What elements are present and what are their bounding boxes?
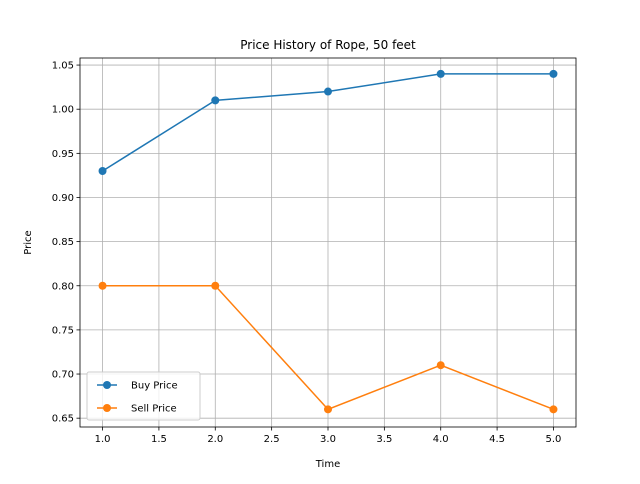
y-tick-label: 0.65	[52, 414, 74, 425]
x-tick-label: 3.0	[320, 434, 336, 445]
y-tick-label: 0.70	[52, 370, 74, 381]
x-tick-label: 2.0	[207, 434, 223, 445]
y-tick-label: 0.85	[52, 237, 74, 248]
data-point	[436, 361, 445, 370]
legend-marker	[103, 404, 111, 412]
data-point	[549, 69, 558, 78]
legend-marker	[103, 381, 111, 389]
data-point	[324, 87, 332, 96]
y-tick-label: 0.90	[52, 193, 74, 204]
data-point	[98, 281, 107, 290]
y-tick-label: 1.00	[52, 105, 74, 116]
data-point	[324, 405, 332, 414]
series-layer	[98, 69, 558, 414]
data-point	[436, 69, 445, 78]
data-point	[211, 281, 220, 290]
x-tick-label: 1.0	[95, 434, 111, 445]
x-tick-label: 3.5	[376, 434, 392, 445]
y-tick-label: 0.75	[52, 325, 74, 336]
legend-label: Sell Price	[131, 404, 177, 415]
data-point	[549, 405, 558, 414]
series-2	[98, 281, 558, 414]
data-point	[98, 166, 107, 175]
series-1	[98, 69, 558, 175]
x-axis-label: Time	[315, 459, 340, 470]
legend-label: Buy Price	[131, 381, 178, 392]
x-tick-label: 2.5	[264, 434, 280, 445]
x-tick-label: 4.5	[489, 434, 505, 445]
y-axis-label: Price	[23, 230, 34, 254]
y-tick-label: 1.05	[52, 61, 74, 72]
y-tick-label: 0.95	[52, 149, 74, 160]
legend: Buy Price Sell Price	[86, 371, 201, 421]
grid-lines	[80, 58, 576, 427]
x-axis: 1.0 1.5 2.0 2.5 3.0 3.5 4.0 4.5 5.0	[95, 427, 562, 445]
chart-title: Price History of Rope, 50 feet	[240, 38, 416, 52]
x-tick-label: 1.5	[151, 434, 167, 445]
x-tick-label: 5.0	[546, 434, 562, 445]
data-point	[211, 96, 220, 105]
y-tick-label: 0.80	[52, 281, 74, 292]
x-tick-label: 4.0	[433, 434, 449, 445]
y-axis: 0.65 0.70 0.75 0.80 0.85 0.90 0.95 1.00 1.05	[52, 61, 80, 425]
